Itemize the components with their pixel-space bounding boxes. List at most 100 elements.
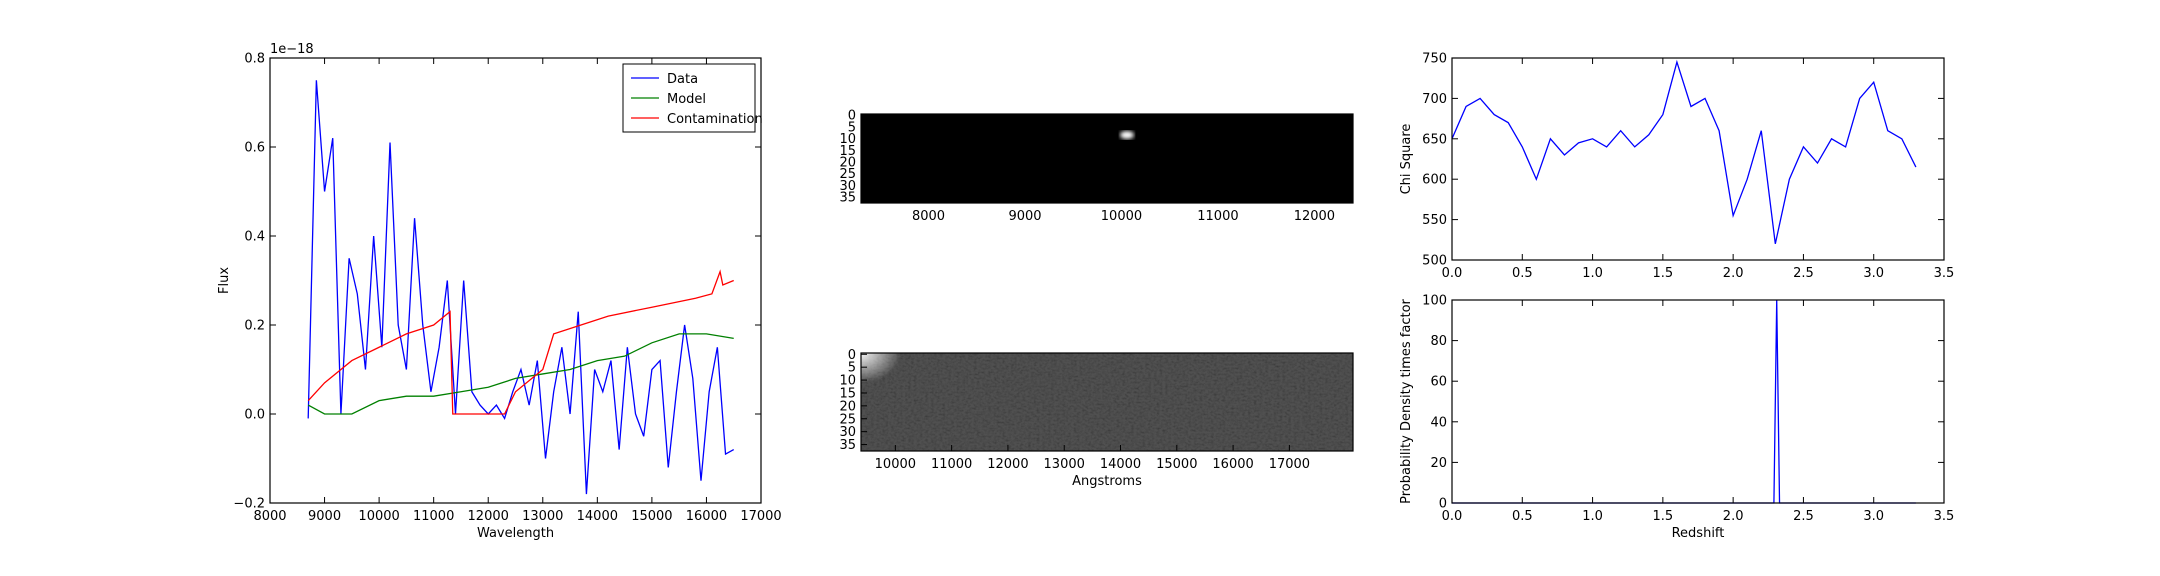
x-tick-label: 1.0 (1582, 266, 1603, 281)
y-tick-label: 0.0 (244, 408, 265, 423)
x-tick-label: 0.5 (1512, 266, 1533, 281)
axes-frame (1451, 299, 1945, 504)
y-tick-label: 80 (1430, 334, 1447, 349)
image-noise (861, 353, 1353, 451)
y-tick-label: 0.8 (244, 52, 265, 67)
x-tick-label: 12000 (468, 509, 509, 524)
y-axis-label: Chi Square (1399, 124, 1414, 195)
x-tick-label: 17000 (1269, 457, 1310, 472)
x-tick-label: 8000 (912, 209, 945, 224)
series-line (307, 80, 735, 495)
x-tick-label: 0.5 (1512, 509, 1533, 524)
x-tick-label: 10000 (1101, 209, 1142, 224)
x-tick-label: 14000 (1100, 457, 1141, 472)
x-tick-label: 3.0 (1863, 266, 1884, 281)
legend-label: Contamination (667, 112, 763, 127)
y-tick-label: 60 (1430, 375, 1447, 390)
y-tick-label: 100 (1422, 294, 1447, 309)
x-axis-label: Redshift (1672, 526, 1725, 541)
x-tick-label: 2.0 (1723, 509, 1744, 524)
y-tick-label: 25 (839, 167, 856, 182)
x-tick-label: 11000 (413, 509, 454, 524)
y-axis-label: Probability Density times factor (1399, 298, 1414, 503)
y-tick-label: 700 (1422, 92, 1447, 107)
y-tick-label: 15 (839, 144, 856, 159)
y-tick-label: 5 (848, 120, 856, 135)
y-tick-label: 35 (839, 438, 856, 453)
y-axis-label: Flux (217, 267, 232, 294)
y-tick-label: 0 (848, 348, 856, 363)
x-tick-label: 1.5 (1653, 509, 1674, 524)
image-background (861, 114, 1353, 203)
y-tick-label: 10 (839, 132, 856, 147)
x-tick-label: 13000 (1044, 457, 1085, 472)
series-line (1451, 59, 1917, 244)
x-tick-label: 1.0 (1582, 509, 1603, 524)
axes-frame (860, 352, 1354, 452)
y-tick-label: 500 (1422, 254, 1447, 269)
x-tick-label: 16000 (1212, 457, 1253, 472)
axes: 10000 11000 12000 13000 14000 15000 16000 17000… (839, 348, 1354, 489)
y-tick-label: 0.4 (244, 230, 265, 245)
y-tick-label: 20 (839, 399, 856, 414)
x-axis-label: Wavelength (477, 526, 554, 541)
y-tick-label: 40 (1430, 415, 1447, 430)
x-tick-label: 0.0 (1442, 266, 1463, 281)
x-tick-label: 15000 (631, 509, 672, 524)
x-tick-label: 10000 (358, 509, 399, 524)
x-axis-label: Angstroms (1072, 474, 1142, 489)
y-tick-label: 20 (1430, 456, 1447, 471)
y-tick-label: 30 (839, 425, 856, 440)
legend-label: Model (667, 92, 706, 107)
y-tick-label: 15 (839, 386, 856, 401)
y-tick-label: 600 (1422, 173, 1447, 188)
x-tick-label: 12000 (987, 457, 1028, 472)
x-tick-label: 9000 (1008, 209, 1041, 224)
y-tick-label: 10 (839, 374, 856, 389)
image-source (1120, 131, 1134, 139)
x-tick-label: 11000 (1197, 209, 1238, 224)
series-line (1452, 299, 1916, 504)
axes: 0.0 0.5 1.0 1.5 2.0 2.5 3.0 3.5 500 550 600 650 700 7… (1399, 52, 1954, 282)
x-tick-label: 2.0 (1723, 266, 1744, 281)
x-tick-label: 2.5 (1793, 509, 1814, 524)
x-tick-label: 16000 (686, 509, 727, 524)
axes-frame (1451, 57, 1945, 261)
x-tick-label: 13000 (522, 509, 563, 524)
series-line (307, 269, 734, 415)
x-tick-label: 10000 (875, 457, 916, 472)
y-tick-label: 0.6 (244, 141, 265, 156)
axes: 0.0 0.5 1.0 1.5 2.0 2.5 3.0 3.5 0 20 40 60 80 100 Reds… (1399, 294, 1954, 542)
y-tick-label: 0.2 (244, 319, 265, 334)
x-tick-label: 9000 (308, 509, 341, 524)
y-tick-label: 0 (1439, 497, 1447, 512)
y-tick-label: 25 (839, 412, 856, 427)
x-tick-label: 3.5 (1934, 266, 1955, 281)
x-tick-label: 8000 (253, 509, 286, 524)
offset-text: 1e−18 (270, 42, 314, 57)
y-tick-label: 5 (848, 361, 856, 376)
axes-frame (860, 113, 1354, 204)
x-tick-label: 17000 (740, 509, 781, 524)
y-tick-label: 30 (839, 179, 856, 194)
x-tick-label: 14000 (577, 509, 618, 524)
y-tick-label: 750 (1422, 52, 1447, 67)
y-tick-label: 550 (1422, 213, 1447, 228)
x-tick-label: 12000 (1294, 209, 1335, 224)
x-tick-label: 0.0 (1442, 509, 1463, 524)
series-line (307, 333, 734, 415)
x-tick-label: 15000 (1156, 457, 1197, 472)
image-bright-corner (861, 353, 901, 383)
axes-frame (269, 57, 762, 504)
x-tick-label: 3.5 (1934, 509, 1955, 524)
axes: 8000 9000 10000 11000 12000 13000 14000 15000 16… (217, 42, 782, 541)
x-tick-label: 3.0 (1863, 509, 1884, 524)
x-tick-label: 1.5 (1653, 266, 1674, 281)
x-tick-label: 11000 (931, 457, 972, 472)
y-tick-label: 0 (848, 109, 856, 124)
x-tick-label: 2.5 (1793, 266, 1814, 281)
y-tick-label: 20 (839, 156, 856, 171)
legend-label: Data (667, 72, 698, 87)
